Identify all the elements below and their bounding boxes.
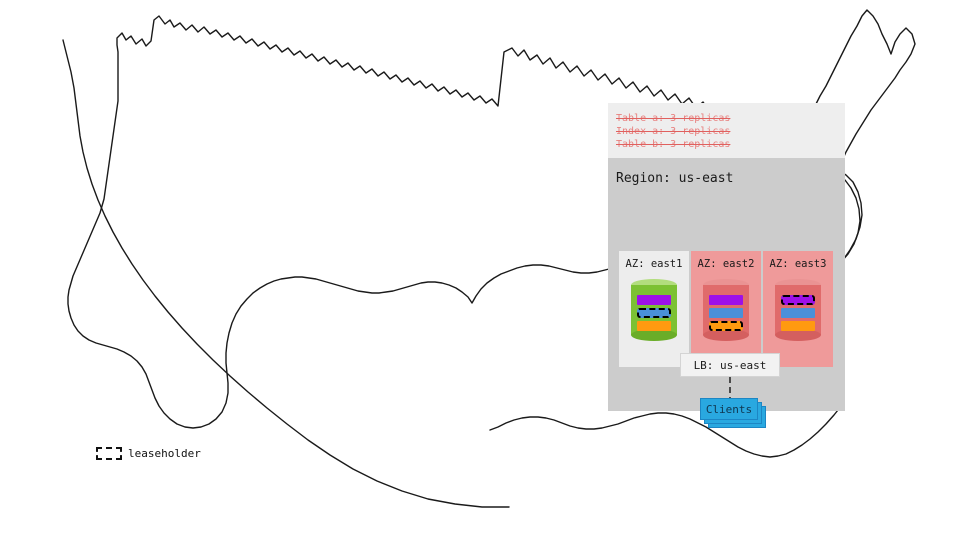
constraints-list: Table a: 3 replicas Index a: 3 replicas … xyxy=(616,112,730,151)
range-bands xyxy=(703,291,749,335)
clients-label: Clients xyxy=(705,402,753,416)
client-card-front[interactable]: Clients xyxy=(700,398,758,420)
legend-label: leaseholder xyxy=(128,447,201,460)
lb-to-clients-connector xyxy=(729,377,731,398)
range-bands xyxy=(631,291,677,335)
az-label: AZ: east2 xyxy=(697,258,755,270)
range-band-table-b-leaseholder xyxy=(709,321,743,331)
range-band-table-a xyxy=(709,295,743,305)
az-box-east3[interactable]: AZ: east3 xyxy=(763,251,833,367)
dashed-rectangle-icon xyxy=(96,447,122,460)
az-label: AZ: east3 xyxy=(769,258,827,270)
region-panel-us-east: Table a: 3 replicas Index a: 3 replicas … xyxy=(608,103,845,428)
region-title: Region: us-east xyxy=(616,171,734,186)
legend: leaseholder xyxy=(96,447,201,460)
availability-zone-row: AZ: east1 AZ: east2 xyxy=(619,251,833,367)
gulf-coast-path xyxy=(489,404,843,458)
az-label: AZ: east1 xyxy=(625,258,683,270)
replication-constraints-strip: Table a: 3 replicas Index a: 3 replicas … xyxy=(608,103,845,158)
az-box-east2[interactable]: AZ: east2 xyxy=(691,251,761,367)
west-coast-path xyxy=(62,39,510,508)
range-bands xyxy=(775,291,821,335)
range-band-index-a xyxy=(709,308,743,318)
range-band-index-a-leaseholder xyxy=(637,308,671,318)
constraint-item: Table a: 3 replicas xyxy=(616,113,731,124)
cylinder-bottom-ellipse xyxy=(631,329,677,341)
constraint-item: Index a: 3 replicas xyxy=(616,126,731,137)
clients-stack[interactable]: Clients xyxy=(700,398,766,428)
range-band-index-a xyxy=(781,308,815,318)
database-cylinder-east2 xyxy=(703,279,749,341)
range-band-table-a-leaseholder xyxy=(781,295,815,305)
cylinder-bottom-ellipse xyxy=(775,329,821,341)
az-box-east1[interactable]: AZ: east1 xyxy=(619,251,689,367)
range-band-table-a xyxy=(637,295,671,305)
load-balancer-box[interactable]: LB: us-east xyxy=(680,353,780,377)
cylinder-bottom-ellipse xyxy=(703,329,749,341)
load-balancer-label: LB: us-east xyxy=(693,358,767,372)
database-cylinder-east1 xyxy=(631,279,677,341)
range-band-table-b xyxy=(781,321,815,331)
database-cylinder-east3 xyxy=(775,279,821,341)
region-body: Region: us-east AZ: east1 xyxy=(608,158,845,428)
constraint-item: Table b: 3 replicas xyxy=(616,139,731,150)
range-band-table-b xyxy=(637,321,671,331)
